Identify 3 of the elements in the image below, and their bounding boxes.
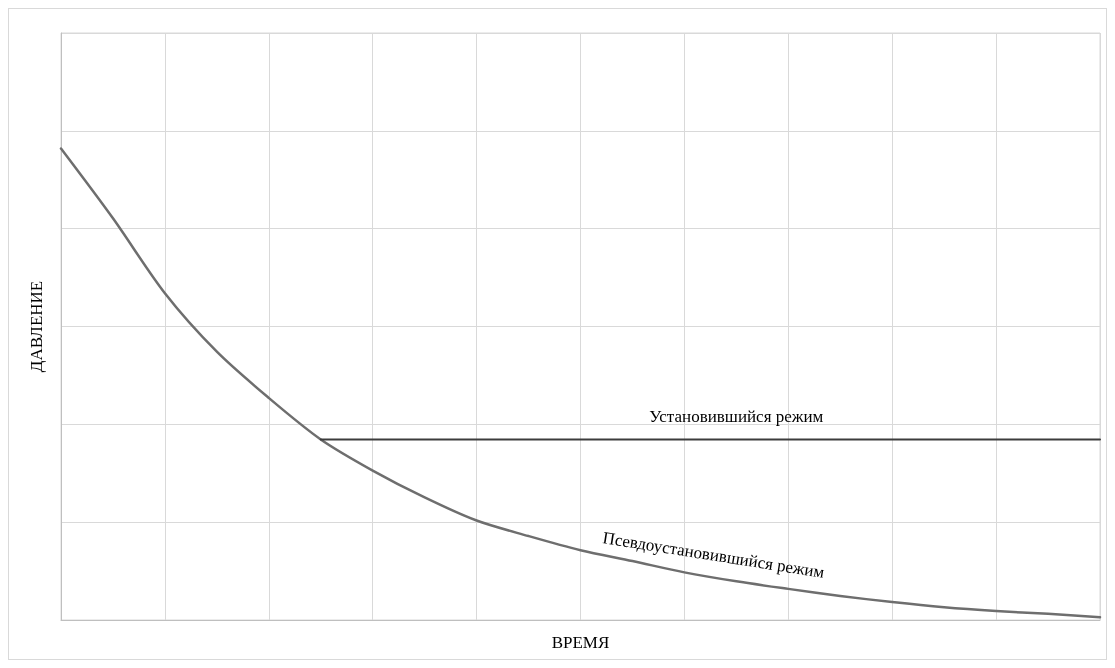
x-axis-title: ВРЕМЯ [551, 633, 610, 652]
y-axis-title: ДАВЛЕНИЕ [27, 280, 46, 373]
series-label: Установившийся режим [649, 407, 824, 427]
